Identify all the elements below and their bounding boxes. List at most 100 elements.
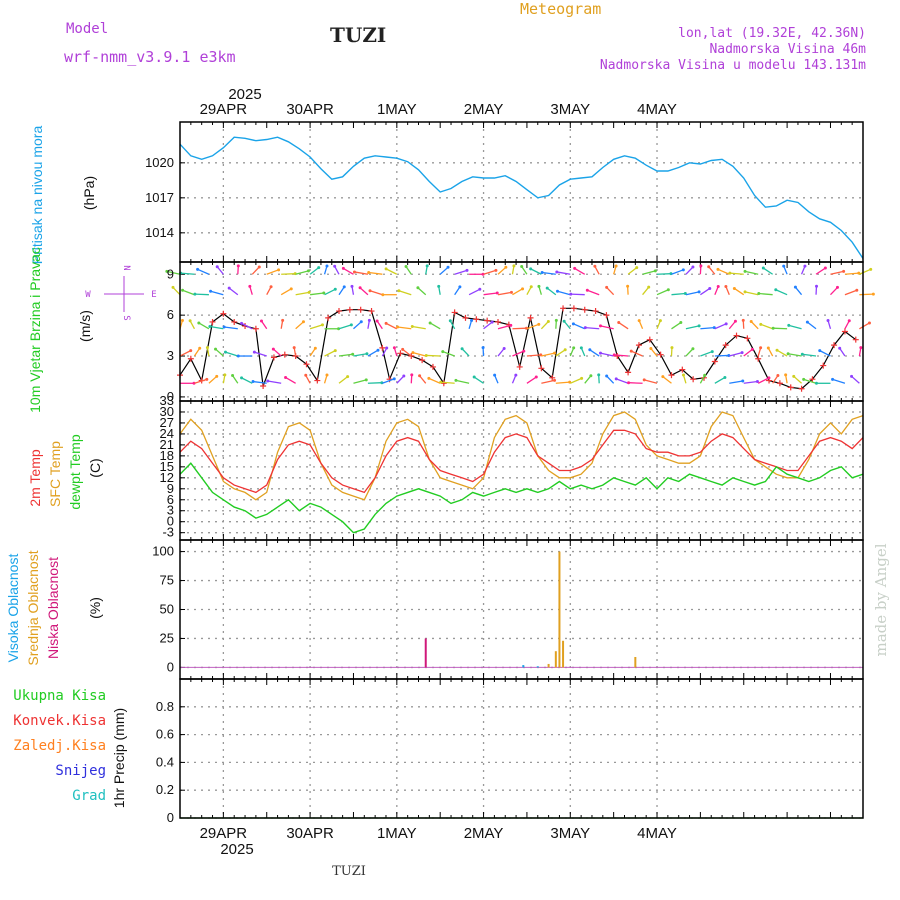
- elevation-label: Nadmorska Visina 46m: [709, 42, 866, 57]
- wind-marker: [209, 318, 216, 325]
- wind-arrow-head: [472, 375, 476, 379]
- wind-arrow-head: [661, 375, 665, 379]
- wind-arrow-head: [196, 267, 200, 271]
- wind-arrow-head: [478, 287, 482, 291]
- wind-direction-arrow: [662, 376, 672, 384]
- wind-arrow-head: [367, 318, 371, 322]
- wind-arrow-head: [691, 265, 695, 269]
- credit-text: made by Angel: [872, 543, 890, 656]
- wind-direction-arrow: [728, 320, 736, 330]
- wind-arrow-head: [215, 374, 219, 378]
- wind-arrow-head: [189, 349, 193, 353]
- wind-direction-arrow: [338, 353, 353, 357]
- wind-direction-arrow: [775, 289, 788, 296]
- wind-marker: [831, 342, 838, 349]
- wind-direction-arrow: [859, 268, 871, 275]
- panel-frame: [179, 400, 864, 541]
- y-tick-label: 0: [167, 659, 174, 674]
- dewpt-temp-line: [179, 462, 864, 534]
- wind-arrow-head: [800, 352, 804, 356]
- wind-arrow-head: [766, 346, 770, 350]
- wind-direction-arrow: [700, 287, 711, 296]
- wind-arrow-head: [281, 318, 285, 322]
- wind-arrow-head: [598, 351, 602, 355]
- wind-marker: [281, 351, 288, 358]
- wind-arrow-head: [448, 319, 452, 323]
- x-day-label-bottom: 3MAY: [550, 825, 590, 842]
- wind-arrow-head: [428, 321, 432, 325]
- wind-arrow-head: [460, 347, 464, 351]
- wind-arrow-head: [831, 377, 835, 381]
- wind-arrow-head: [490, 320, 494, 324]
- wind-arrow-head: [740, 351, 744, 355]
- wind-direction-arrow: [526, 354, 541, 357]
- model-label: Model: [66, 21, 108, 37]
- wind-marker: [516, 363, 523, 370]
- wind-arrow-head: [741, 318, 745, 322]
- wind-direction-arrow: [851, 375, 860, 384]
- wind-marker: [722, 342, 729, 349]
- wind-direction-arrow: [540, 321, 549, 330]
- mid-cloud-label: Srednja Oblacnost: [25, 550, 41, 665]
- wind-arrow-head: [741, 379, 745, 383]
- wind-arrow-head: [749, 319, 753, 323]
- wind-arrow-head: [728, 271, 732, 275]
- wind-arrow-head: [259, 319, 263, 323]
- wind-direction-arrow: [396, 375, 405, 384]
- wind-arrow-head: [743, 269, 747, 273]
- wind-arrow-head: [198, 346, 202, 350]
- wind-arrow-head: [642, 378, 646, 382]
- wind-marker: [336, 308, 343, 315]
- wind-arrow-head: [402, 374, 406, 378]
- wind-direction-arrow: [216, 266, 224, 275]
- wind-arrow-head: [759, 322, 763, 326]
- wind-direction-arrow: [428, 377, 441, 384]
- wind-direction-arrow: [541, 352, 555, 357]
- wind-arrow-head: [306, 269, 310, 273]
- wind-arrow-head: [545, 286, 549, 290]
- wind-direction-arrow: [310, 292, 324, 296]
- wind-direction-arrow: [844, 320, 850, 330]
- wind-direction-arrow: [794, 286, 803, 296]
- wind-arrow-head: [325, 264, 329, 268]
- high-cloud-label: Visoka Oblacnost: [5, 554, 21, 663]
- wind-arrow-head: [546, 319, 550, 323]
- wind-direction-arrow: [772, 375, 779, 384]
- wind-direction-arrow: [241, 377, 253, 384]
- cloud-bar: [536, 666, 539, 668]
- wind-marker: [538, 365, 545, 372]
- wind-direction-arrow: [600, 325, 614, 330]
- wind-arrow-head: [271, 347, 275, 351]
- frames-layer: [179, 121, 864, 819]
- y-tick-label: 15: [160, 459, 174, 474]
- wind-direction-arrow: [744, 270, 759, 275]
- wind-direction-arrow: [758, 292, 773, 296]
- wind-direction-arrow: [266, 269, 279, 275]
- y-tick-label: 0.2: [156, 782, 174, 797]
- dewpt-temp-label: dewpt Temp: [67, 434, 83, 509]
- wind-direction-arrow: [295, 321, 304, 330]
- wind-arrow-head: [289, 287, 293, 291]
- wind-direction-arrow: [685, 325, 700, 330]
- x-day-label-bottom: 29APR: [200, 825, 248, 842]
- wind-direction-arrow: [338, 324, 352, 330]
- wind-marker: [397, 350, 404, 357]
- wind-arrow-head: [494, 268, 498, 272]
- wind-arrow-head: [454, 378, 458, 382]
- wind-direction-arrow: [412, 325, 426, 330]
- wind-arrow-head: [384, 321, 388, 325]
- wind-marker: [614, 353, 621, 360]
- cloud-bar: [562, 640, 565, 668]
- wind-direction-arrow: [750, 321, 759, 330]
- wind-arrow-head: [529, 267, 533, 271]
- wind-arrow-head: [588, 348, 592, 352]
- wind-arrow-head: [708, 286, 712, 290]
- wind-arrow-head: [767, 376, 771, 380]
- wind-direction-arrow: [324, 350, 336, 357]
- wind-direction-arrow: [512, 288, 523, 296]
- wind-marker: [495, 318, 502, 325]
- wind-arrow-head: [493, 373, 497, 377]
- wind-arrow-head: [236, 354, 240, 358]
- wind-direction-arrow: [198, 322, 210, 330]
- wind-direction-arrow: [803, 378, 817, 384]
